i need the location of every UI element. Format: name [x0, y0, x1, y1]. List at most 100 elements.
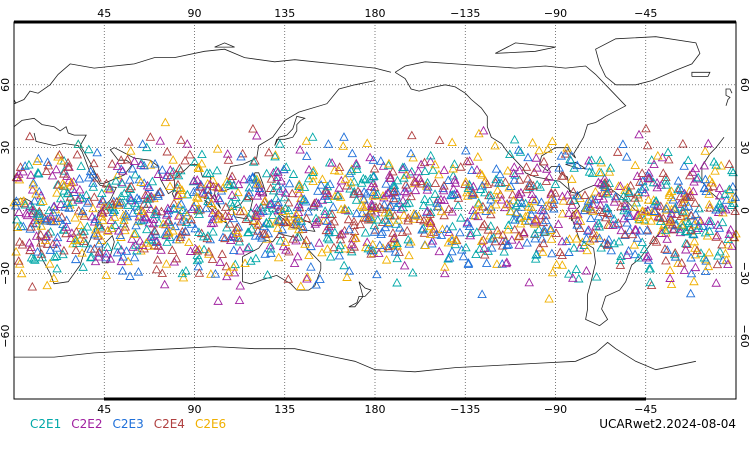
- observation-marker: [146, 204, 156, 213]
- observation-marker: [595, 155, 605, 165]
- observation-marker: [616, 251, 626, 261]
- latitude-tick-label: 0: [738, 207, 750, 214]
- observation-marker: [594, 191, 604, 200]
- observation-marker: [519, 228, 529, 238]
- observation-marker: [189, 175, 199, 185]
- observation-marker: [562, 190, 573, 199]
- observation-marker: [473, 152, 483, 161]
- observation-marker: [656, 180, 667, 189]
- observation-marker: [14, 259, 25, 268]
- observation-marker: [565, 196, 576, 205]
- observation-marker: [425, 150, 436, 160]
- observation-marker: [383, 243, 394, 253]
- observation-marker: [29, 195, 40, 205]
- observation-marker: [205, 168, 215, 178]
- observation-marker: [110, 220, 121, 229]
- observation-marker: [546, 189, 556, 199]
- observation-marker: [259, 221, 269, 231]
- observation-marker: [306, 262, 316, 271]
- observation-marker: [571, 233, 582, 243]
- observation-marker: [120, 221, 131, 231]
- longitude-tick-label: 180: [365, 403, 386, 416]
- observation-marker: [357, 208, 367, 218]
- coastline: [495, 42, 556, 54]
- observation-marker: [652, 200, 663, 209]
- observation-marker: [358, 202, 369, 211]
- observation-marker: [585, 204, 596, 214]
- observation-marker: [273, 167, 283, 176]
- observation-marker: [295, 144, 305, 154]
- observation-marker: [109, 212, 120, 221]
- observation-marker: [509, 175, 520, 184]
- observation-marker: [235, 245, 245, 255]
- observation-marker: [425, 156, 436, 166]
- observation-marker: [490, 236, 501, 246]
- observation-marker: [116, 256, 127, 266]
- observation-marker: [27, 281, 38, 291]
- observation-marker: [221, 202, 231, 211]
- observation-marker: [618, 191, 629, 200]
- observation-marker: [156, 206, 167, 216]
- observation-marker: [213, 182, 224, 192]
- observation-marker: [591, 271, 602, 281]
- coastline: [14, 341, 696, 373]
- observation-marker: [95, 221, 105, 231]
- observation-marker: [65, 199, 75, 209]
- observation-marker: [384, 158, 394, 168]
- legend-entry: C2E1: [30, 417, 62, 431]
- observation-marker: [728, 181, 738, 191]
- observation-marker: [663, 154, 674, 164]
- observation-marker: [587, 168, 598, 178]
- observation-marker: [251, 130, 262, 140]
- observation-marker: [33, 167, 43, 177]
- observation-marker: [419, 215, 429, 225]
- observation-marker: [391, 202, 401, 211]
- observation-marker: [141, 212, 151, 222]
- longitude-tick-label: 90: [188, 7, 202, 20]
- observation-marker: [593, 177, 604, 187]
- observation-marker: [721, 195, 732, 204]
- observation-marker: [187, 204, 197, 213]
- observation-marker: [572, 220, 582, 229]
- observation-marker: [149, 225, 160, 235]
- observation-marker: [104, 181, 115, 191]
- observation-marker: [125, 184, 136, 194]
- observation-marker: [404, 239, 414, 248]
- bottom-longitude-ticks: 45 90 135 180 −135 −90 −45: [97, 403, 657, 416]
- observation-marker: [625, 225, 635, 235]
- observation-marker: [718, 207, 728, 217]
- observation-marker: [366, 213, 377, 223]
- observation-marker: [346, 239, 357, 249]
- observation-marker: [472, 165, 482, 174]
- observation-marker: [622, 250, 632, 259]
- observation-marker: [197, 158, 207, 168]
- observation-marker: [116, 155, 126, 164]
- observation-marker: [599, 179, 609, 189]
- observation-marker: [325, 251, 336, 261]
- observation-marker: [532, 163, 542, 172]
- observation-marker: [165, 181, 175, 190]
- observation-marker: [397, 227, 408, 237]
- observation-marker: [365, 152, 375, 162]
- observation-marker: [77, 206, 88, 216]
- observation-marker: [359, 194, 369, 204]
- observation-marker: [519, 227, 529, 236]
- observation-marker: [222, 271, 232, 281]
- observation-marker: [509, 134, 520, 144]
- latitude-tick-label: 60: [0, 78, 12, 92]
- observation-marker: [283, 274, 294, 283]
- observation-marker: [380, 207, 390, 217]
- observation-marker: [250, 231, 261, 240]
- observation-marker: [26, 242, 36, 251]
- observation-marker: [467, 190, 478, 199]
- observation-marker: [393, 215, 404, 224]
- observation-marker: [704, 247, 714, 257]
- observation-marker: [14, 174, 25, 184]
- observation-marker: [637, 168, 647, 177]
- observation-marker: [66, 177, 77, 187]
- observation-marker: [291, 214, 302, 224]
- observation-marker: [541, 176, 552, 185]
- observation-marker: [146, 231, 157, 240]
- observation-marker: [585, 202, 596, 211]
- observation-marker: [75, 234, 86, 244]
